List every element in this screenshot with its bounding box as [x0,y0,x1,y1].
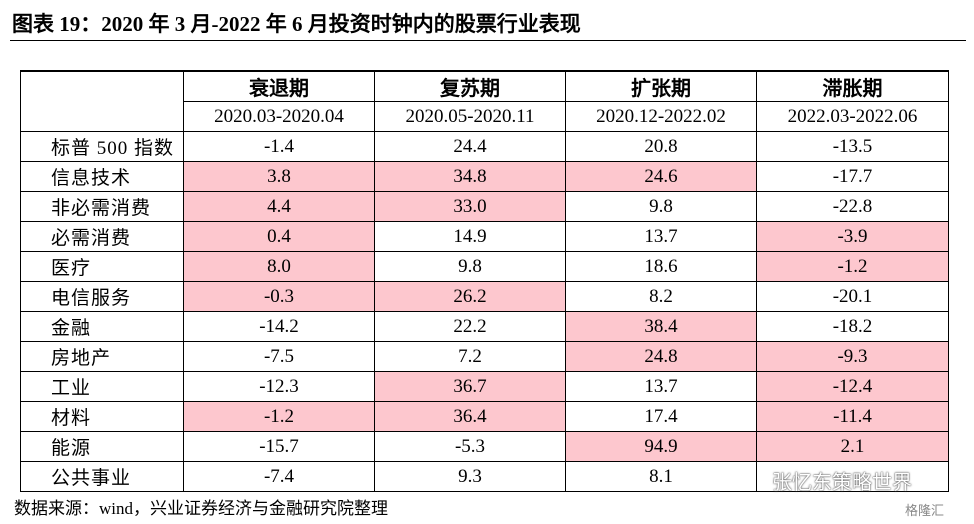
value-cell: -17.7 [756,161,949,192]
value-cell: 24.8 [565,341,757,372]
corner-cell [20,70,184,132]
value-cell: 36.4 [374,401,566,432]
value-cell: -1.4 [183,131,375,162]
data-row: 标普 500 指数 -1.4 24.4 20.8 -13.5 [20,131,949,162]
period-header: 2020.05-2020.11 [374,101,566,132]
value-cell: -12.3 [183,371,375,402]
value-cell: -1.2 [756,251,949,282]
data-row: 必需消费 0.4 14.9 13.7 -3.9 [20,221,949,252]
row-label: 信息技术 [20,161,184,192]
data-row: 能源 -15.7 -5.3 94.9 2.1 [20,431,949,462]
value-cell: -0.3 [183,281,375,312]
row-label: 材料 [20,401,184,432]
data-row: 材料 -1.2 36.4 17.4 -11.4 [20,401,949,432]
value-cell: 8.2 [565,281,757,312]
value-cell: 20.8 [565,131,757,162]
data-row: 房地产 -7.5 7.2 24.8 -9.3 [20,341,949,372]
value-cell: 7.2 [374,341,566,372]
value-cell: -5.3 [374,431,566,462]
value-cell: -14.2 [183,311,375,342]
data-row: 公共事业 -7.4 9.3 8.1 [20,461,949,492]
value-cell: 8.1 [565,461,757,492]
value-cell: -11.4 [756,401,949,432]
period-header: 2020.12-2022.02 [565,101,757,132]
value-cell: -12.4 [756,371,949,402]
row-label: 电信服务 [20,281,184,312]
header-row: 2020.03-2020.04 2020.05-2020.11 2020.12-20… [21,101,949,132]
value-cell: 9.3 [374,461,566,492]
value-cell: -20.1 [756,281,949,312]
row-label: 非必需消费 [20,191,184,222]
value-cell: -3.9 [756,221,949,252]
value-cell: 3.8 [183,161,375,192]
data-row: 金融 -14.2 22.2 38.4 -18.2 [20,311,949,342]
value-cell: 36.7 [374,371,566,402]
header-row: 衰退期 复苏期 扩张期 滞胀期 [20,70,949,132]
value-cell: -22.8 [756,191,949,222]
value-cell: 17.4 [565,401,757,432]
value-cell: 9.8 [565,191,757,222]
watermark: 格隆汇 [905,504,945,519]
value-cell: 22.2 [374,311,566,342]
phase-header: 扩张期 [565,70,757,102]
value-cell: 0.4 [183,221,375,252]
phase-header: 复苏期 [374,70,566,102]
value-cell [756,461,949,492]
row-label: 工业 [20,371,184,402]
value-cell: -15.7 [183,431,375,462]
table: 衰退期 复苏期 扩张期 滞胀期 2020.03-2020.04 2020.05-2020.… [20,70,949,492]
value-cell: 2.1 [756,431,949,462]
value-cell: 26.2 [374,281,566,312]
row-label: 金融 [20,311,184,342]
value-cell: -1.2 [183,401,375,432]
value-cell: 24.4 [374,131,566,162]
title-rule [10,40,966,41]
title: 图表 19：2020 年 3 月-2022 年 6 月投资时钟内的股票行业表现 [12,12,581,36]
row-label: 房地产 [20,341,184,372]
value-cell: -9.3 [756,341,949,372]
value-cell: -7.5 [183,341,375,372]
value-cell: 38.4 [565,311,757,342]
row-label: 标普 500 指数 [20,131,184,162]
value-cell: 94.9 [565,431,757,462]
value-cell: 18.6 [565,251,757,282]
value-cell: 13.7 [565,221,757,252]
value-cell: 13.7 [565,371,757,402]
data-row: 信息技术 3.8 34.8 24.6 -17.7 [20,161,949,192]
value-cell: 33.0 [374,191,566,222]
row-label: 公共事业 [20,461,184,492]
value-cell: -18.2 [756,311,949,342]
value-cell: 8.0 [183,251,375,282]
data-row: 医疗 8.0 9.8 18.6 -1.2 [20,251,949,282]
value-cell: 14.9 [374,221,566,252]
phase-header: 滞胀期 [756,70,949,102]
phase-header: 衰退期 [183,70,375,102]
data-row: 非必需消费 4.4 33.0 9.8 -22.8 [20,191,949,222]
row-label: 能源 [20,431,184,462]
row-label: 必需消费 [20,221,184,252]
value-cell: -7.4 [183,461,375,492]
row-label: 医疗 [20,251,184,282]
data-row: 电信服务 -0.3 26.2 8.2 -20.1 [20,281,949,312]
watermark: 张忆东策略世界 [772,470,912,494]
value-cell: 24.6 [565,161,757,192]
period-header: 2020.03-2020.04 [183,101,375,132]
source-note: 数据来源：wind，兴业证券经济与金融研究院整理 [14,499,388,518]
value-cell: 34.8 [374,161,566,192]
value-cell: -13.5 [756,131,949,162]
period-header: 2022.03-2022.06 [756,101,949,132]
data-row: 工业 -12.3 36.7 13.7 -12.4 [20,371,949,402]
value-cell: 9.8 [374,251,566,282]
value-cell: 4.4 [183,191,375,222]
